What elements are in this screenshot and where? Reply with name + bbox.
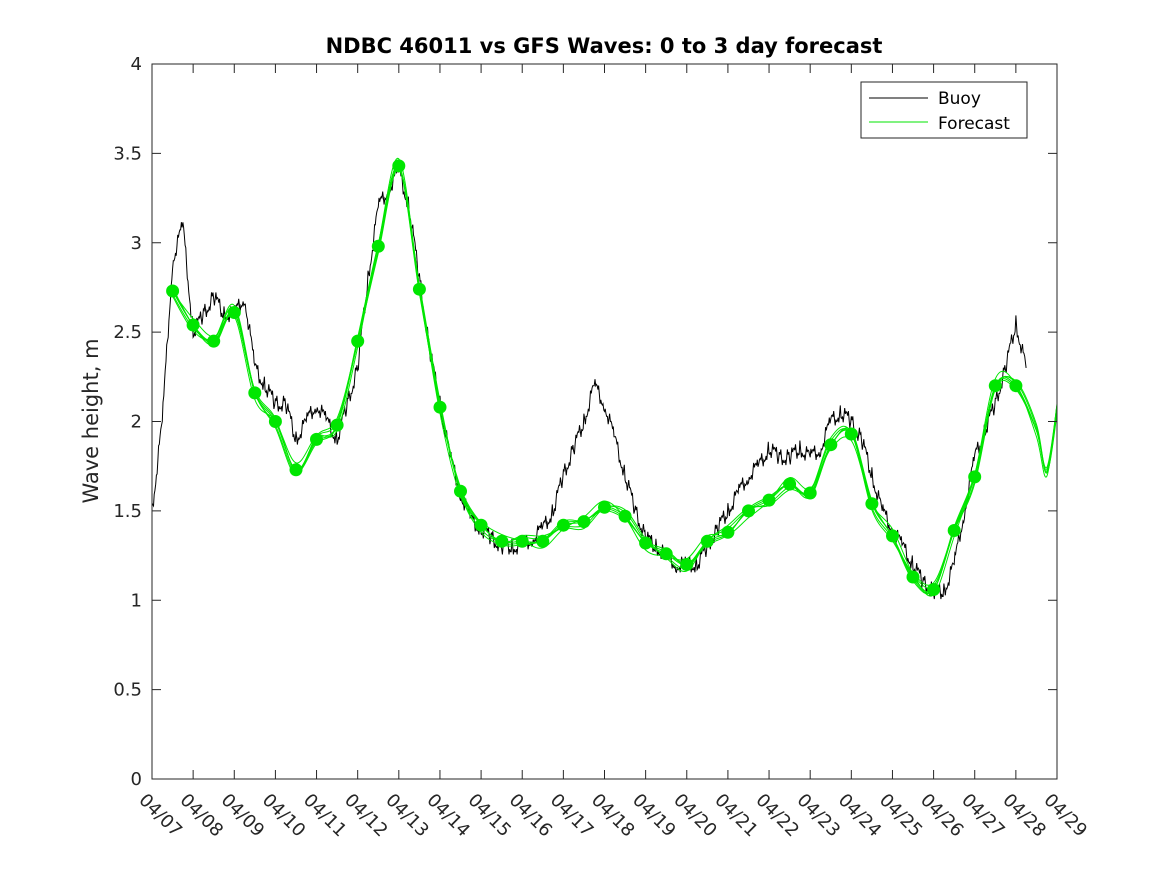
y-tick-label: 0.5	[113, 680, 142, 701]
forecast-point	[577, 515, 591, 529]
forecast-point	[351, 334, 365, 348]
forecast-point	[762, 493, 776, 507]
forecast-point	[166, 284, 180, 298]
forecast-point	[454, 484, 467, 498]
y-tick-label: 3	[131, 233, 142, 254]
forecast-point	[556, 518, 570, 532]
y-tick-label: 1.5	[113, 501, 142, 522]
forecast-point	[721, 525, 735, 539]
forecast-point	[495, 534, 509, 548]
forecast-point	[968, 470, 982, 484]
y-tick-label: 1	[131, 590, 142, 611]
forecast-point	[927, 583, 941, 596]
legend-label-forecast: Forecast	[938, 114, 1010, 134]
y-tick-label: 0	[131, 769, 142, 790]
y-tick-label: 2	[131, 412, 142, 433]
forecast-point	[268, 415, 282, 428]
forecast-point	[783, 477, 797, 491]
forecast-point	[515, 534, 529, 548]
legend: Buoy Forecast	[860, 81, 1028, 139]
forecast-point	[844, 427, 858, 441]
forecast-point	[392, 159, 406, 173]
forecast-point	[227, 306, 241, 319]
y-tick-label: 2.5	[113, 322, 142, 343]
forecast-point	[700, 534, 714, 548]
series-forecast-line-4	[172, 168, 1057, 586]
forecast-point	[474, 518, 488, 532]
forecast-point	[618, 509, 632, 523]
plot-area	[152, 158, 1057, 600]
forecast-point	[536, 534, 550, 548]
forecast-point	[659, 547, 673, 561]
forecast-point	[742, 504, 755, 518]
forecast-point	[371, 239, 385, 253]
forecast-point	[947, 524, 961, 537]
legend-label-buoy: Buoy	[938, 89, 981, 109]
y-axis-label: Wave height, m	[79, 338, 103, 503]
forecast-point	[289, 463, 303, 477]
y-tick-label: 4	[131, 54, 142, 75]
forecast-point	[207, 334, 221, 348]
forecast-point	[412, 282, 426, 296]
series-buoy-line	[152, 165, 1027, 600]
y-tick-label: 3.5	[113, 143, 142, 164]
forecast-point	[310, 432, 323, 446]
forecast-point	[803, 486, 817, 500]
forecast-point	[639, 536, 653, 550]
forecast-point	[906, 570, 920, 584]
forecast-point	[598, 500, 611, 514]
forecast-point	[186, 318, 200, 332]
forecast-point	[433, 400, 447, 414]
forecast-point	[824, 438, 838, 452]
chart-title: NDBC 46011 vs GFS Waves: 0 to 3 day fore…	[326, 34, 883, 58]
forecast-point	[680, 558, 694, 571]
forecast-point	[886, 529, 899, 543]
forecast-point	[865, 497, 879, 511]
forecast-point	[248, 386, 262, 400]
forecast-point	[1009, 379, 1023, 393]
forecast-point	[330, 418, 344, 432]
legend-box	[860, 81, 1028, 139]
forecast-point	[988, 379, 1002, 393]
